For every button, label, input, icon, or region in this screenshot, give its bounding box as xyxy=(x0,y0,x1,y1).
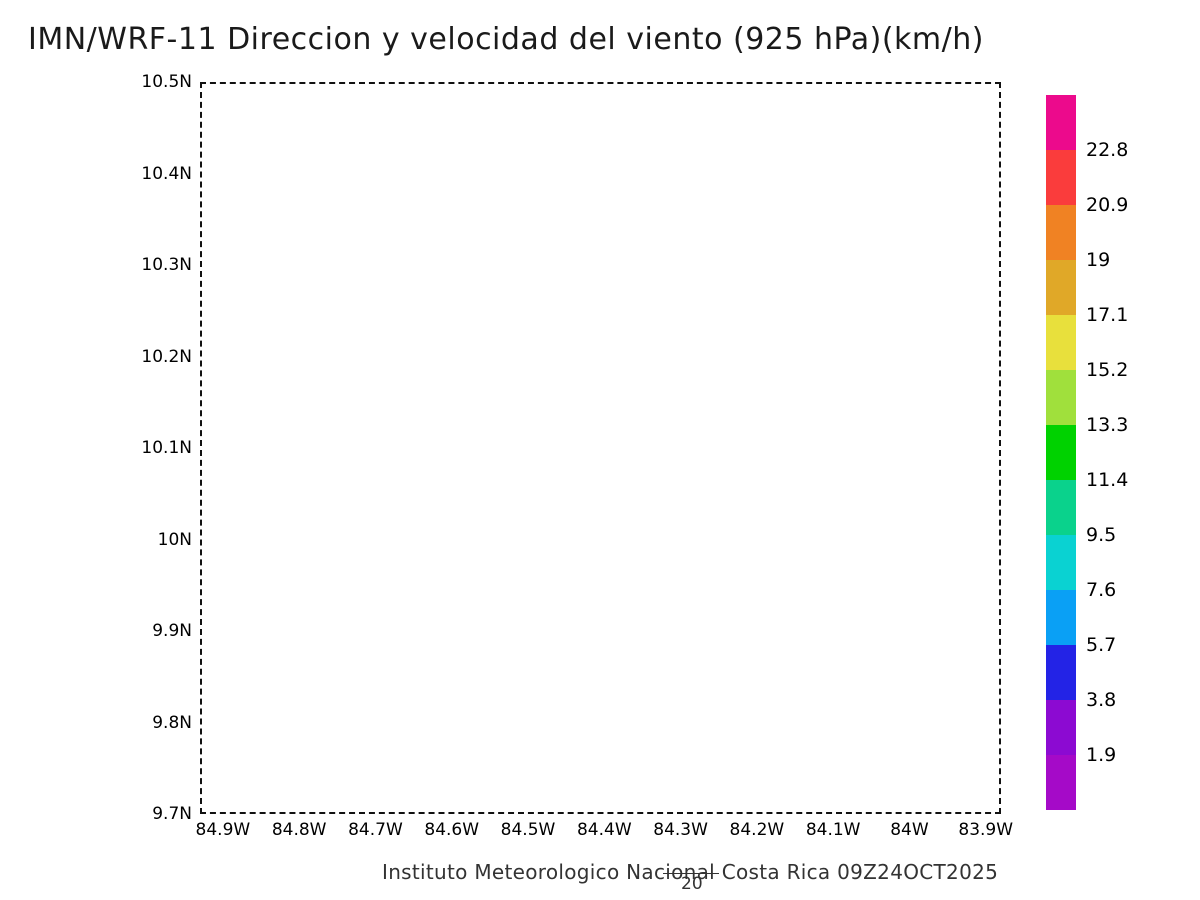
page-number-rule xyxy=(663,873,719,874)
longitude-tick-label: 84.5W xyxy=(500,820,556,840)
colorbar-tick-label: 7.6 xyxy=(1086,579,1117,601)
page-number: 20 xyxy=(681,874,703,894)
longitude-tick-label: 84.2W xyxy=(729,820,785,840)
colorbar-cell xyxy=(1046,645,1076,700)
colorbar-cell xyxy=(1046,205,1076,260)
longitude-tick-label: 84.4W xyxy=(576,820,632,840)
colorbar-tick-label: 15.2 xyxy=(1086,359,1129,381)
colorbar-tick-label: 9.5 xyxy=(1086,524,1117,546)
colorbar-cell xyxy=(1046,315,1076,370)
colorbar-tick-label: 3.8 xyxy=(1086,689,1117,711)
colorbar-tick-label: 13.3 xyxy=(1086,414,1129,436)
latitude-tick-label: 10.3N xyxy=(141,255,192,275)
latitude-tick-label: 9.7N xyxy=(152,804,192,824)
colorbar-cell xyxy=(1046,260,1076,315)
colorbar-cell xyxy=(1046,535,1076,590)
page-title: IMN/WRF-11 Direccion y velocidad del vie… xyxy=(28,22,984,57)
latitude-tick-label: 10N xyxy=(157,529,192,550)
longitude-tick-label: 84.3W xyxy=(653,820,708,840)
colorbar-cell xyxy=(1046,150,1076,205)
colorbar-cell xyxy=(1046,425,1076,480)
longitude-tick-label: 84.6W xyxy=(424,820,480,840)
colorbar-cell xyxy=(1046,590,1076,645)
colorbar-cell xyxy=(1046,480,1076,535)
colorbar-cell xyxy=(1046,370,1076,425)
latitude-tick-label: 10.5N xyxy=(141,72,192,92)
longitude-tick-label: 84.1W xyxy=(805,820,861,840)
colorbar-tick-label: 17.1 xyxy=(1086,304,1129,326)
speed-colorbar xyxy=(1046,95,1076,810)
colorbar-tick-label: 11.4 xyxy=(1086,469,1129,491)
colorbar-tick-label: 5.7 xyxy=(1086,634,1117,656)
colorbar-tick-label: 20.9 xyxy=(1086,194,1129,216)
latitude-tick-label: 9.8N xyxy=(152,712,192,733)
longitude-tick-label: 84W xyxy=(890,820,929,840)
colorbar-cell xyxy=(1046,755,1076,810)
latitude-tick-label: 10.1N xyxy=(141,438,192,458)
source-caption: Instituto Meteorologico Nacional Costa R… xyxy=(382,860,999,884)
longitude-tick-label: 84.7W xyxy=(348,820,403,840)
latitude-tick-label: 9.9N xyxy=(152,621,192,641)
longitude-tick-label: 84.8W xyxy=(271,820,327,840)
plot-frame xyxy=(200,82,1001,814)
colorbar-tick-label: 1.9 xyxy=(1086,744,1117,766)
latitude-tick-label: 10.4N xyxy=(141,163,192,184)
colorbar-tick-label: 22.8 xyxy=(1086,139,1129,161)
wind-map-plot: VSRBAHSJCE xyxy=(200,82,1001,814)
colorbar-cell xyxy=(1046,95,1076,150)
longitude-tick-label: 84.9W xyxy=(195,820,251,840)
longitude-tick-label: 83.9W xyxy=(958,820,1014,840)
latitude-tick-label: 10.2N xyxy=(141,346,192,367)
colorbar-tick-label: 19 xyxy=(1086,249,1111,271)
colorbar-cell xyxy=(1046,700,1076,755)
